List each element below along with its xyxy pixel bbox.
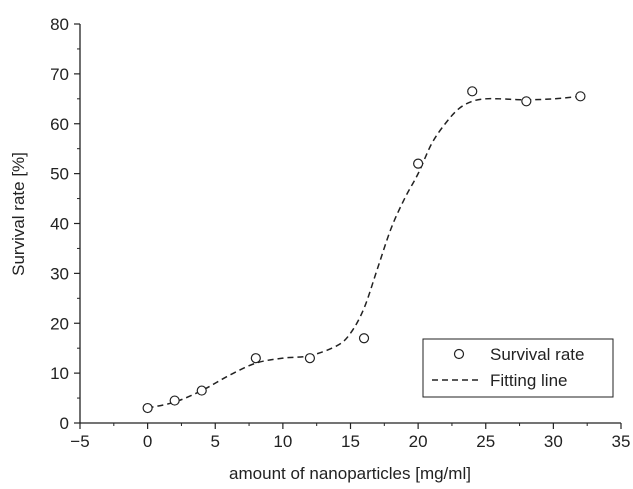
x-axis-title: amount of nanoparticles [mg/ml]	[229, 464, 471, 483]
data-points-layer	[142, 86, 586, 414]
data-point	[575, 91, 586, 102]
legend-box	[422, 338, 614, 398]
legend: Survival rate Fitting line	[422, 338, 614, 398]
x-tick-label: 30	[544, 432, 563, 451]
legend-marker-survival-rate	[453, 348, 465, 360]
y-tick-label: 80	[50, 15, 69, 34]
data-point	[304, 353, 316, 364]
y-tick-label: 30	[50, 264, 69, 283]
y-tick-label: 70	[50, 65, 69, 84]
y-tick-label: 10	[50, 364, 69, 383]
y-tick-label: 20	[50, 314, 69, 333]
y-axis-title: Survival rate [%]	[9, 152, 28, 276]
x-tick-label: 35	[612, 432, 631, 451]
data-point	[142, 402, 153, 414]
data-point	[250, 353, 261, 364]
x-tick-label: 25	[476, 432, 495, 451]
x-tick-label: 0	[143, 432, 152, 451]
fitting-line	[147, 95, 581, 409]
data-point	[467, 86, 478, 97]
fitting-line-layer	[147, 95, 581, 409]
y-tick-label: 60	[50, 115, 69, 134]
x-tick-label: 5	[211, 432, 220, 451]
data-point	[413, 158, 424, 169]
legend-label-survival-rate: Survival rate	[490, 345, 584, 364]
y-tick-label: 0	[60, 414, 69, 433]
x-tick-label: −5	[70, 432, 89, 451]
data-point	[521, 96, 532, 107]
legend-label-fitting-line: Fitting line	[490, 371, 567, 390]
data-point	[358, 333, 370, 344]
data-point	[169, 395, 180, 406]
data-point	[196, 385, 207, 396]
x-tick-label: 15	[341, 432, 360, 451]
x-tick-label: 10	[273, 432, 292, 451]
x-tick-label: 20	[409, 432, 428, 451]
y-tick-label: 40	[50, 215, 69, 234]
y-tick-label: 50	[50, 165, 69, 184]
